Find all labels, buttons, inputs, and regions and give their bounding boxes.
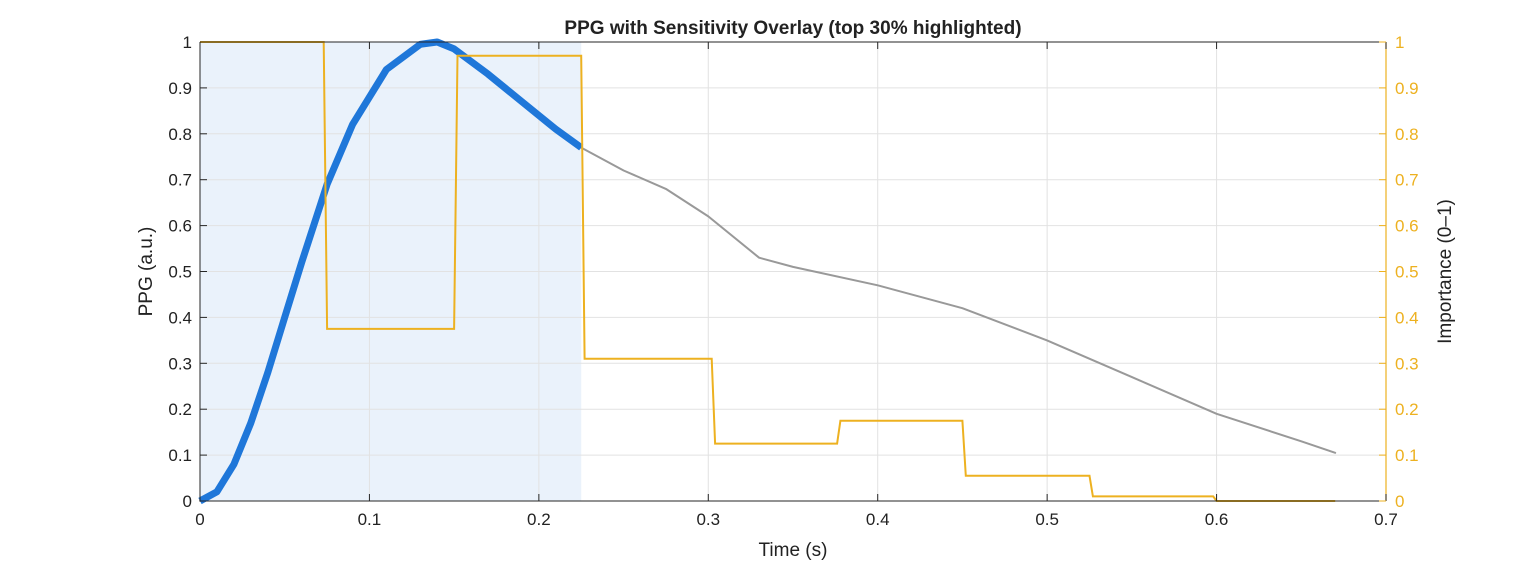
- y-right-tick-label: 0.4: [1395, 308, 1419, 327]
- y-left-tick-label: 1: [183, 33, 192, 52]
- y-right-tick-label: 0.9: [1395, 79, 1419, 98]
- y-axis-left-label: PPG (a.u.): [136, 227, 157, 317]
- y-right-tick-label: 0.6: [1395, 217, 1419, 236]
- y-left-tick-label: 0.7: [168, 171, 192, 190]
- y-right-tick-label: 0.1: [1395, 446, 1419, 465]
- y-right-tick-label: 0.2: [1395, 400, 1419, 419]
- x-tick-label: 0.1: [358, 510, 382, 529]
- y-right-tick-label: 0.8: [1395, 125, 1419, 144]
- y-right-tick-label: 0.5: [1395, 263, 1419, 282]
- y-left-tick-label: 0.8: [168, 125, 192, 144]
- y-left-tick-label: 0.1: [168, 446, 192, 465]
- y-left-tick-label: 0: [183, 492, 192, 511]
- x-tick-label: 0.2: [527, 510, 551, 529]
- importance-series-line: [200, 41, 1336, 502]
- x-tick-label: 0: [195, 510, 204, 529]
- x-tick-label: 0.6: [1205, 510, 1229, 529]
- x-tick-label: 0.4: [866, 510, 890, 529]
- x-tick-label: 0.3: [696, 510, 720, 529]
- y-right-tick-label: 1: [1395, 33, 1404, 52]
- y-left-tick-label: 0.2: [168, 400, 192, 419]
- y-left-tick-label: 0.9: [168, 79, 192, 98]
- y-right-tick-label: 0.3: [1395, 354, 1419, 373]
- y-right-tick-label: 0.7: [1395, 171, 1419, 190]
- x-tick-label: 0.7: [1374, 510, 1398, 529]
- y-right-tick-label: 0: [1395, 492, 1404, 511]
- y-axis-right-label: Importance (0–1): [1435, 199, 1456, 344]
- x-tick-label: 0.5: [1035, 510, 1059, 529]
- chart-title: PPG with Sensitivity Overlay (top 30% hi…: [564, 18, 1021, 39]
- x-axis-label: Time (s): [759, 540, 828, 561]
- y-left-tick-label: 0.4: [168, 308, 192, 327]
- ticks: 0 0.1 0.2 0.3 0.4 0.5 0.6 0.700.10.20.30.40.50.…: [168, 33, 1418, 529]
- y-left-tick-label: 0.3: [168, 354, 192, 373]
- ppg-highlighted-segment: [198, 38, 584, 505]
- y-left-tick-label: 0.6: [168, 217, 192, 236]
- y-left-tick-label: 0.5: [168, 263, 192, 282]
